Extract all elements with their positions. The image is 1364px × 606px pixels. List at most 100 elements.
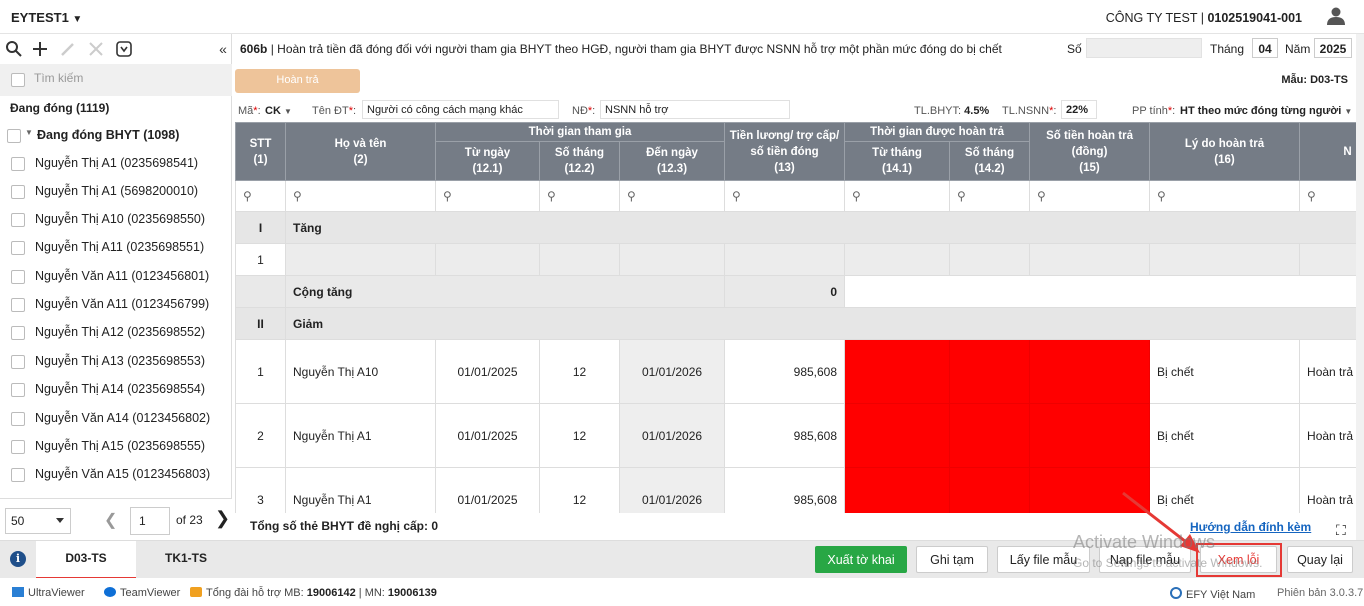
item-checkbox[interactable] [11,440,25,454]
column-filter[interactable]: ⚲ [1149,180,1301,212]
item-checkbox[interactable] [11,241,25,255]
cell-error-tuthang[interactable] [844,467,951,513]
nd-input[interactable]: NSNN hỗ trợ [600,100,790,119]
column-filter[interactable]: ⚲ [539,180,620,212]
cell-lydo[interactable]: Bị chết [1149,403,1301,468]
search-input[interactable]: Tìm kiếm [34,71,84,85]
ma-select[interactable]: CK ▼ [265,105,292,117]
table-row[interactable]: 3 Nguyễn Thị A1 01/01/2025 12 01/01/2026… [235,467,1356,513]
list-item[interactable]: Nguyễn Thị A10 (0235698550) [0,206,232,234]
cell-error-sotien[interactable] [1029,339,1151,404]
cell-empty[interactable] [435,243,540,276]
so-input[interactable] [1086,38,1202,58]
info-icon[interactable]: i [10,551,26,567]
cell-luong[interactable]: 985,608 [724,467,846,513]
tl-nsnn-input[interactable]: 22% [1061,100,1097,119]
cell-name[interactable]: Nguyễn Thị A1 [285,467,436,513]
guide-link[interactable]: Hướng dẫn đính kèm [1190,520,1312,534]
list-item[interactable]: Nguyễn Thị A14 (0235698554) [0,376,232,404]
back-button[interactable]: Quay lại [1287,546,1353,573]
cell-empty[interactable] [844,243,951,276]
cell-sothang[interactable]: 12 [539,467,620,513]
group-checkbox[interactable] [7,129,21,143]
cell-empty[interactable] [1299,243,1356,276]
cell-lydo[interactable]: Bị chết [1149,339,1301,404]
list-item[interactable]: Nguyễn Thị A15 (0235698555) [0,433,232,461]
user-icon[interactable] [1326,6,1346,26]
cell-sothang[interactable]: 12 [539,403,620,468]
cell-name[interactable]: Nguyễn Thị A1 [285,403,436,468]
cell-empty[interactable] [539,243,620,276]
cell-sothang[interactable]: 12 [539,339,620,404]
cell-next[interactable]: Hoàn trả t [1299,467,1356,513]
list-item[interactable]: Nguyễn Văn A11 (0123456801) [0,263,232,291]
load-template-button[interactable]: Nạp file mẫu [1099,546,1191,573]
next-page-icon[interactable]: ❯ [215,508,231,528]
cell-empty[interactable] [1029,243,1151,276]
list-item[interactable]: Nguyễn Thị A1 (0235698541) [0,150,232,178]
workspace-selector[interactable]: EYTEST1 ▼ [11,10,82,25]
cell-tungay[interactable]: 01/01/2025 [435,403,540,468]
item-checkbox[interactable] [11,157,25,171]
view-errors-button[interactable]: Xem lỗi [1200,546,1277,573]
list-item[interactable]: Nguyễn Văn A11 (0123456799) [0,291,232,319]
tab-d03-ts[interactable]: D03-TS [36,541,136,579]
tab-tk1-ts[interactable]: TK1-TS [136,541,236,579]
item-checkbox[interactable] [11,383,25,397]
table-row[interactable]: 1 [235,243,1356,276]
cell-error-tuthang[interactable] [844,339,951,404]
column-filter[interactable]: ⚲ [1029,180,1151,212]
ultraviewer-link[interactable]: UltraViewer [12,587,85,599]
item-checkbox[interactable] [11,468,25,482]
column-filter[interactable]: ⚲ [724,180,846,212]
cell-empty[interactable] [724,243,846,276]
nam-input[interactable]: 2025 [1314,38,1352,58]
vertical-scrollbar[interactable] [1356,34,1364,540]
page-input[interactable]: 1 [130,507,170,535]
cell-error-sothang[interactable] [949,403,1031,468]
page-size-select[interactable]: 50 [5,508,71,534]
list-item[interactable]: Nguyễn Thị A11 (0235698551) [0,234,232,262]
column-filter[interactable]: ⚲ [618,180,726,212]
hoan-tra-button[interactable]: Hoàn trả [235,69,360,93]
save-draft-button[interactable]: Ghi tạm [916,546,988,573]
list-item[interactable]: Nguyễn Thị A13 (0235698553) [0,348,232,376]
add-icon[interactable] [31,40,49,58]
cell-error-sothang[interactable] [949,339,1031,404]
cell-lydo[interactable]: Bị chết [1149,467,1301,513]
item-checkbox[interactable] [11,326,25,340]
get-template-button[interactable]: Lấy file mẫu [997,546,1090,573]
item-checkbox[interactable] [11,185,25,199]
list-item[interactable]: Nguyễn Thị A12 (0235698552) [0,319,232,347]
item-checkbox[interactable] [11,213,25,227]
cell-empty[interactable] [949,243,1031,276]
table-row[interactable]: 2 Nguyễn Thị A1 01/01/2025 12 01/01/2026… [235,403,1356,468]
pp-select[interactable]: HT theo mức đóng từng người ▼ [1180,105,1352,117]
tree-group[interactable]: ▼ Đang đóng BHYT (1098) [0,122,232,150]
item-checkbox[interactable] [11,355,25,369]
export-button[interactable]: Xuất tờ khai [815,546,907,573]
list-item[interactable]: Nguyễn Văn A15 (0123456803) [0,461,232,489]
column-filter[interactable]: ⚲ [435,180,540,212]
doituong-input[interactable]: Người có công cách mạng khác [362,100,559,119]
column-filter[interactable]: ⚲ [949,180,1031,212]
cell-error-sotien[interactable] [1029,467,1151,513]
fullscreen-icon[interactable]: ⛶ [1336,522,1346,538]
item-checkbox[interactable] [11,270,25,284]
cell-name[interactable]: Nguyễn Thị A10 [285,339,436,404]
cell-tungay[interactable]: 01/01/2025 [435,339,540,404]
delete-icon[interactable] [87,40,105,58]
item-checkbox[interactable] [11,412,25,426]
cell-error-sothang[interactable] [949,467,1031,513]
cell-error-tuthang[interactable] [844,403,951,468]
list-item[interactable]: Nguyễn Văn A14 (0123456802) [0,405,232,433]
list-item[interactable]: Nguyễn Thị A1 (5698200010) [0,178,232,206]
edit-icon[interactable] [59,40,77,58]
cell-tungay[interactable]: 01/01/2025 [435,467,540,513]
cell-empty[interactable] [285,243,436,276]
column-filter[interactable]: ⚲ [844,180,951,212]
cell-empty[interactable] [618,243,726,276]
cell-error-sotien[interactable] [1029,403,1151,468]
teamviewer-link[interactable]: TeamViewer [104,587,180,599]
table-row[interactable]: 1 Nguyễn Thị A10 01/01/2025 12 01/01/202… [235,339,1356,404]
